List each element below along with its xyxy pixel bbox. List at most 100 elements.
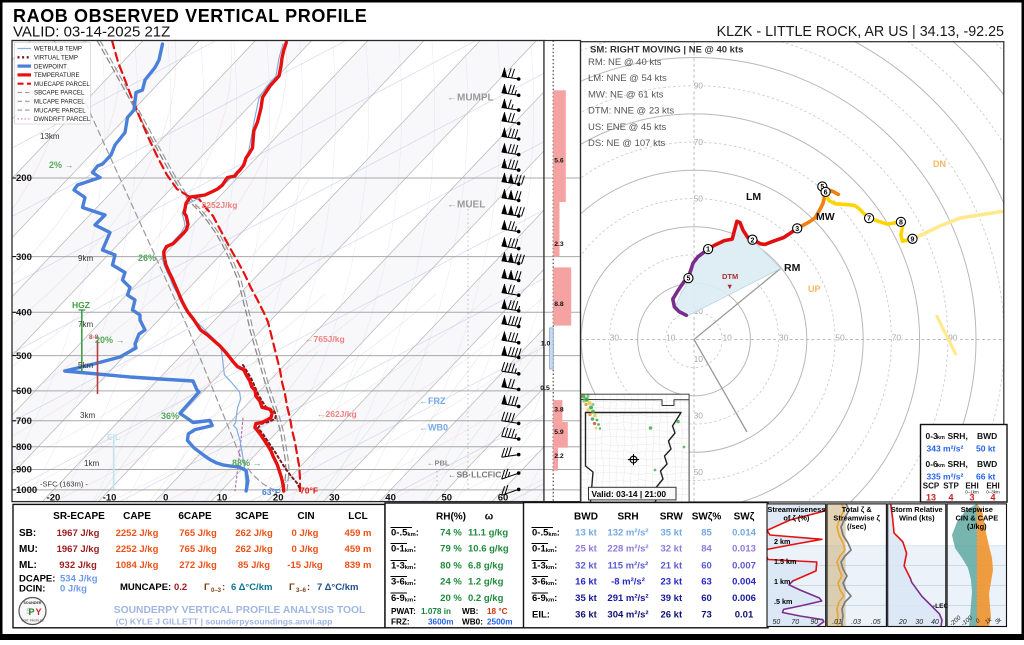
svg-text:50: 50	[773, 619, 781, 626]
svg-text:SB:: SB:	[19, 528, 36, 539]
svg-text:3km: 3km	[80, 411, 95, 420]
svg-text:7: 7	[867, 216, 871, 223]
svg-text:10: 10	[722, 333, 732, 343]
svg-text:6: 6	[824, 190, 828, 197]
svg-text:3–6: 3–6	[296, 588, 307, 594]
svg-text:WB0:: WB0:	[462, 618, 483, 627]
svg-text:MU:: MU:	[19, 544, 38, 555]
svg-text:1-3km:: 1-3km:	[532, 561, 557, 572]
svg-text:US: ENE @ 45 kts: US: ENE @ 45 kts	[588, 122, 667, 133]
svg-text:3-6km:: 3-6km:	[532, 577, 557, 588]
svg-text:←SB·LLCFlC: ←SB·LLCFlC	[448, 470, 501, 480]
svg-text:DS: NE @ 107 kts: DS: NE @ 107 kts	[588, 138, 665, 149]
svg-text:1084 J/kg: 1084 J/kg	[116, 560, 159, 571]
svg-text:KLZK - LITTLE ROCK, AR US | 34: KLZK - LITTLE ROCK, AR US | 34.13, -92.2…	[717, 24, 1004, 40]
svg-text:2252 J/kg: 2252 J/kg	[116, 528, 159, 539]
svg-text:20% →: 20% →	[95, 335, 125, 345]
svg-text:800: 800	[16, 442, 32, 453]
svg-text:Valid: 03-14 | 21:00: Valid: 03-14 | 21:00	[592, 489, 667, 499]
svg-text:1km: 1km	[84, 459, 99, 468]
svg-text:13 kt: 13 kt	[575, 528, 597, 539]
svg-text:ML:: ML:	[19, 560, 37, 571]
svg-text:335 m²/s²: 335 m²/s²	[927, 472, 964, 482]
svg-text:32 kt: 32 kt	[660, 544, 682, 555]
svg-text:0 J/kg: 0 J/kg	[292, 544, 319, 555]
svg-text:1-3km:: 1-3km:	[391, 561, 416, 572]
svg-text:24 %: 24 %	[440, 577, 462, 588]
svg-text:1: 1	[706, 247, 710, 254]
svg-text:30: 30	[915, 619, 923, 626]
svg-text:←765J/kg: ←765J/kg	[305, 334, 345, 344]
svg-text:SOUNDERPY VERTICAL PROFILE ANA: SOUNDERPY VERTICAL PROFILE ANALYSIS TOOL	[114, 605, 366, 616]
svg-text:70: 70	[892, 333, 902, 343]
svg-text:291 m²/s²: 291 m²/s²	[607, 593, 648, 604]
svg-text:30: 30	[610, 333, 620, 343]
svg-text:88% →: 88% →	[232, 458, 262, 468]
svg-text:CIN: CIN	[297, 511, 314, 522]
svg-text:90: 90	[810, 619, 818, 626]
svg-text:10.6 g/kg: 10.6 g/kg	[468, 544, 509, 555]
svg-text:0.01: 0.01	[735, 610, 754, 621]
svg-text:60: 60	[701, 593, 712, 604]
svg-text:←MUMPL: ←MUMPL	[447, 93, 494, 104]
svg-text:0-1km:: 0-1km:	[532, 544, 557, 555]
svg-text:SWζ: SWζ	[734, 512, 755, 523]
svg-text:79 %: 79 %	[440, 544, 462, 555]
svg-text:262 J/kg: 262 J/kg	[235, 544, 273, 555]
svg-text:SRW: SRW	[660, 512, 684, 523]
svg-text:Γ: Γ	[289, 582, 295, 593]
svg-text:343 m²/s²: 343 m²/s²	[927, 444, 964, 454]
svg-text:(C) KYLE J GILLETT | sounderpy: (C) KYLE J GILLETT | sounderpysoundings.…	[116, 617, 333, 627]
svg-text:66 kt: 66 kt	[976, 472, 996, 482]
svg-text:0–3: 0–3	[211, 588, 222, 594]
svg-text:5.9: 5.9	[554, 429, 564, 436]
svg-text:300: 300	[16, 252, 32, 263]
svg-text:39 kt: 39 kt	[660, 593, 682, 604]
svg-text:P: P	[28, 607, 34, 617]
svg-text:1000: 1000	[16, 485, 37, 496]
svg-text:MUECAPE PARCEL: MUECAPE PARCEL	[34, 81, 90, 88]
svg-text:(J/kg): (J/kg)	[967, 522, 987, 531]
svg-text:6-9km:: 6-9km:	[391, 593, 416, 604]
svg-text:EIL:: EIL:	[532, 610, 550, 621]
svg-text:6 Δ°C/km: 6 Δ°C/km	[231, 582, 272, 593]
svg-text:21 kt: 21 kt	[660, 561, 682, 572]
svg-text:LM: NNE @ 54 kts: LM: NNE @ 54 kts	[588, 73, 667, 84]
svg-text:3-6km:: 3-6km:	[391, 577, 416, 588]
svg-text:80 %: 80 %	[440, 561, 462, 572]
svg-text:839 m: 839 m	[345, 560, 372, 571]
svg-text:.05: .05	[871, 619, 881, 626]
svg-text:RM: RM	[784, 262, 801, 274]
svg-text:RH(%): RH(%)	[436, 512, 466, 523]
svg-text:70°F: 70°F	[300, 486, 318, 496]
svg-text:MW: NE @ 61 kts: MW: NE @ 61 kts	[588, 89, 664, 100]
svg-text:CAPE: CAPE	[123, 511, 151, 522]
svg-text:MUCAPE PARCEL: MUCAPE PARCEL	[34, 107, 86, 114]
svg-text:73: 73	[701, 610, 712, 621]
svg-text:0.2: 0.2	[174, 582, 187, 593]
svg-text:1.5 km: 1.5 km	[774, 557, 796, 566]
svg-text:0.013: 0.013	[732, 544, 756, 555]
svg-text:km: km	[937, 435, 945, 441]
svg-text:8.8: 8.8	[554, 301, 564, 308]
svg-text:RM: NE @ 40 kts: RM: NE @ 40 kts	[588, 57, 662, 68]
svg-text:0.014: 0.014	[732, 528, 756, 539]
svg-text:DN: DN	[933, 159, 946, 169]
svg-text:25 kt: 25 kt	[575, 544, 597, 555]
svg-text:5: 5	[686, 276, 690, 283]
svg-text:▼: ▼	[726, 282, 733, 291]
svg-text:VERT. PROFILES: VERT. PROFILES	[21, 619, 44, 623]
svg-text:2.2: 2.2	[554, 453, 564, 460]
svg-text:LM: LM	[746, 191, 761, 203]
svg-text:3600m: 3600m	[428, 618, 454, 627]
svg-text:-8 m²/s²: -8 m²/s²	[611, 577, 645, 588]
svg-text:459 m: 459 m	[345, 528, 372, 539]
svg-text:.01: .01	[832, 619, 842, 626]
svg-text:0.2 g/kg: 0.2 g/kg	[468, 593, 504, 604]
svg-text:200: 200	[16, 173, 32, 184]
svg-text:50 kt: 50 kt	[976, 444, 996, 454]
svg-text:16 kt: 16 kt	[575, 577, 597, 588]
svg-text:50: 50	[694, 193, 704, 203]
svg-text:of ζ (%): of ζ (%)	[783, 514, 810, 523]
svg-text:400: 400	[16, 308, 32, 319]
